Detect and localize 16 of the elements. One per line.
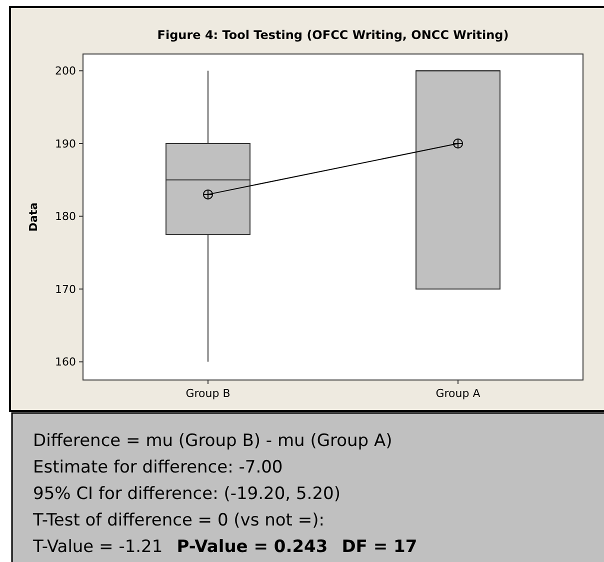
text: Difference = mu (Group B) - mu (Group A) [33, 431, 392, 451]
y-tick-label: 160 [55, 356, 76, 369]
text: T-Value = -1.21 [32, 537, 163, 557]
x-tick-label: Group B [186, 387, 230, 400]
text: 95% CI for difference: (-19.20, 5.20) [33, 484, 340, 504]
text: Estimate for difference: -7.00 [33, 458, 283, 478]
y-axis-title: Data [27, 202, 40, 232]
x-tick-label: Group A [436, 387, 481, 400]
chart-title: Figure 4: Tool Testing (OFCC Writing, ONCC Writing) [157, 28, 509, 42]
y-tick-label: 180 [55, 210, 76, 224]
y-tick-label: 190 [55, 137, 76, 150]
text: T-Test of difference = 0 (vs not =): [32, 510, 324, 530]
y-tick-label: 200 [55, 64, 76, 78]
y-tick-label: 170 [55, 282, 76, 296]
text: P-Value = 0.243 [176, 537, 328, 557]
text: DF = 17 [342, 537, 418, 557]
